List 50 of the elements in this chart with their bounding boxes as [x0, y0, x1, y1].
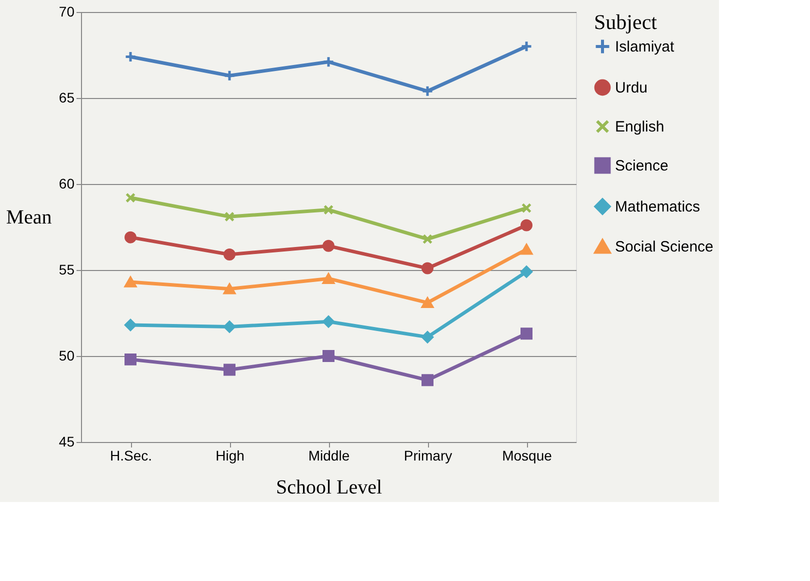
y-axis-title: Mean — [6, 206, 52, 228]
point — [124, 50, 136, 63]
point — [520, 40, 532, 52]
point — [520, 244, 532, 255]
legend-label: Urdu — [615, 80, 648, 96]
point — [422, 262, 434, 274]
y-tick-label: 55 — [58, 262, 75, 278]
point — [224, 212, 235, 222]
point — [322, 56, 334, 68]
point — [520, 266, 532, 278]
point — [422, 234, 433, 244]
legend-label: English — [615, 118, 664, 136]
point — [322, 316, 334, 328]
point — [224, 364, 236, 376]
point — [224, 284, 236, 294]
point — [322, 240, 334, 252]
legend-label: Islamiyat — [615, 38, 676, 56]
x-tick-label: High — [216, 448, 244, 464]
point — [520, 219, 532, 232]
point — [125, 192, 136, 203]
point — [124, 276, 136, 288]
x-tick-label: Mosque — [502, 448, 552, 464]
point — [520, 328, 532, 340]
point — [124, 353, 136, 366]
x-tick-label: Middle — [308, 448, 350, 464]
point — [322, 273, 334, 284]
y-tick-label: 65 — [58, 90, 75, 106]
legend-label: Mathematics — [615, 198, 700, 216]
legend-title: Subject — [594, 10, 658, 34]
x-tick-label: H.Sec. — [110, 448, 152, 464]
point — [224, 70, 236, 82]
y-tick-label: 60 — [58, 176, 75, 192]
y-tick-label: 45 — [58, 434, 75, 450]
point — [322, 350, 334, 362]
y-tick-label: 50 — [58, 348, 75, 364]
point — [124, 319, 136, 332]
legend-label: Social Science — [615, 238, 714, 256]
y-tick-label: 70 — [58, 4, 75, 20]
point — [422, 85, 434, 98]
point — [521, 203, 532, 214]
point — [323, 204, 334, 215]
point — [422, 374, 434, 386]
point — [224, 248, 236, 261]
point — [124, 231, 136, 244]
point — [422, 297, 434, 308]
point — [422, 331, 434, 344]
legend-label: Science — [615, 158, 668, 174]
x-axis-title: School Level — [276, 476, 382, 498]
x-tick-label: Primary — [404, 448, 452, 464]
point — [224, 320, 236, 333]
